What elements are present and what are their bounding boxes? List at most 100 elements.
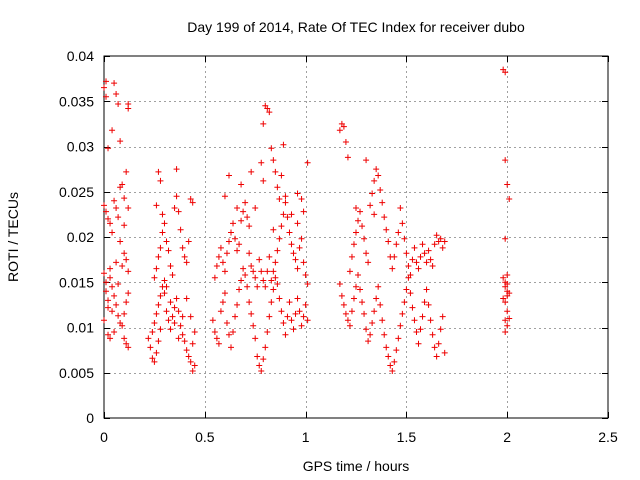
data-point [246, 299, 253, 306]
data-point [266, 109, 273, 116]
data-point [115, 312, 122, 319]
data-point [262, 283, 269, 290]
data-point [262, 344, 269, 351]
data-point [397, 322, 404, 329]
data-point [280, 211, 287, 218]
data-point [379, 317, 386, 324]
data-point [244, 283, 251, 290]
data-point [250, 268, 257, 275]
data-point [177, 226, 184, 233]
data-point [300, 208, 307, 215]
data-point [425, 247, 432, 254]
data-point [149, 329, 156, 336]
x-tick-label: 2 [503, 429, 511, 445]
data-point [411, 317, 418, 324]
data-point [270, 157, 277, 164]
data-point [147, 344, 154, 351]
data-point [159, 211, 166, 218]
data-point [344, 317, 351, 324]
data-point [300, 313, 307, 320]
data-point [433, 353, 440, 360]
data-point [183, 259, 190, 266]
data-point [107, 274, 114, 281]
data-point [103, 279, 110, 286]
data-point [115, 214, 122, 221]
data-point [409, 256, 416, 263]
data-point [228, 344, 235, 351]
data-point [371, 211, 378, 218]
data-point [105, 145, 112, 152]
data-points [101, 66, 513, 374]
data-point [294, 265, 301, 272]
data-point [181, 253, 188, 260]
data-point [346, 322, 353, 329]
data-point [121, 310, 128, 317]
data-point [165, 247, 172, 254]
data-point [191, 362, 198, 369]
data-point [405, 262, 412, 269]
data-point [225, 238, 232, 245]
data-point [173, 166, 180, 173]
data-point [151, 358, 158, 365]
data-point [101, 317, 107, 324]
data-point [389, 367, 396, 374]
data-point [346, 268, 353, 275]
data-point [161, 277, 168, 284]
data-point [336, 281, 343, 288]
data-point [387, 362, 394, 369]
data-point [115, 281, 122, 288]
data-point [175, 308, 182, 315]
data-point [270, 286, 277, 293]
data-point [278, 308, 285, 315]
data-point [385, 238, 392, 245]
y-tick-label: 0.035 [59, 93, 94, 109]
data-point [274, 281, 281, 288]
data-point [103, 93, 110, 100]
data-point [155, 253, 162, 260]
data-point [421, 299, 428, 306]
data-point [439, 244, 446, 251]
data-point [230, 220, 237, 227]
data-point [266, 253, 273, 260]
data-point [187, 195, 194, 202]
data-point [161, 220, 168, 227]
data-point [228, 229, 235, 236]
data-point [350, 295, 357, 302]
data-point [252, 335, 259, 342]
data-point [111, 80, 118, 87]
data-point [258, 159, 265, 166]
data-point [103, 288, 110, 295]
data-point [234, 247, 241, 254]
data-point [369, 190, 376, 197]
data-point [163, 308, 170, 315]
data-point [300, 259, 307, 266]
data-point [171, 319, 178, 326]
data-point [232, 313, 239, 320]
data-point [437, 326, 444, 333]
data-point [125, 290, 132, 297]
data-point [298, 322, 305, 329]
data-point [238, 181, 245, 188]
data-point [268, 145, 275, 152]
data-point [119, 181, 126, 188]
data-point [185, 238, 192, 245]
data-point [294, 190, 301, 197]
data-point [221, 268, 228, 275]
data-point [268, 277, 275, 284]
data-point [272, 168, 279, 175]
data-point [340, 123, 347, 130]
data-point [123, 256, 130, 263]
data-point [373, 166, 380, 173]
data-point [413, 259, 420, 266]
data-point [401, 299, 408, 306]
data-point [274, 184, 281, 191]
data-point [155, 338, 162, 345]
y-tick-label: 0.03 [67, 139, 94, 155]
data-point [504, 322, 511, 329]
data-point [260, 120, 267, 127]
data-point [105, 304, 112, 311]
data-point [284, 214, 291, 221]
data-point [284, 313, 291, 320]
data-point [155, 168, 162, 175]
data-point [169, 272, 176, 279]
